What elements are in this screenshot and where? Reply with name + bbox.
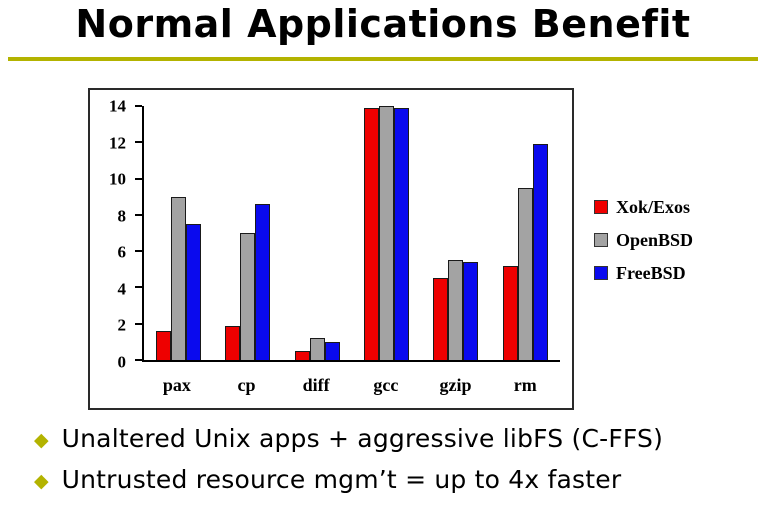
bar-cp-OpenBSD xyxy=(240,233,256,360)
bar-cp-Xok/Exos xyxy=(225,325,241,360)
bar-pax-Xok/Exos xyxy=(156,330,172,360)
legend-swatch-icon xyxy=(594,266,608,280)
plot-area xyxy=(135,105,560,362)
bullet-text: Untrusted resource mgm’t = up to 4x fast… xyxy=(61,465,622,494)
bar-gzip-OpenBSD xyxy=(448,260,464,360)
bar-rm-Xok/Exos xyxy=(502,265,518,360)
y-tick-label: 14 xyxy=(109,96,126,116)
bar-gcc-OpenBSD xyxy=(379,106,395,360)
y-tick-label: 4 xyxy=(117,279,127,299)
x-tick-label: rm xyxy=(513,375,537,395)
y-tick-mark xyxy=(135,177,142,180)
diamond-bullet-icon: ◆ xyxy=(34,429,49,451)
legend-label: FreeBSD xyxy=(616,263,686,283)
y-tick-mark xyxy=(135,250,142,253)
legend-item-FreeBSD: FreeBSD xyxy=(594,264,693,282)
bar-diff-OpenBSD xyxy=(309,338,325,360)
legend-item-OpenBSD: OpenBSD xyxy=(594,231,693,249)
x-tick-label: pax xyxy=(162,375,191,395)
bar-chart: 0 2 4 6 8 10 12 14 pax cp diff gcc gzip rm xyxy=(88,88,574,410)
y-tick-mark xyxy=(135,286,142,289)
bar-group-cp xyxy=(213,106,282,360)
bar-gzip-FreeBSD xyxy=(463,262,479,360)
legend-swatch-icon xyxy=(594,233,608,247)
bar-group-diff xyxy=(283,106,352,360)
x-axis-labels: pax cp diff gcc gzip rm xyxy=(142,375,560,396)
bar-group-rm xyxy=(491,106,560,360)
legend-label: Xok/Exos xyxy=(616,197,691,217)
x-tick-label: gcc xyxy=(373,375,399,395)
legend-label: OpenBSD xyxy=(616,230,694,250)
y-tick-label: 8 xyxy=(117,206,127,226)
x-tick-label: diff xyxy=(302,375,330,395)
legend-item-Xok/Exos: Xok/Exos xyxy=(594,198,693,216)
chart-legend: Xok/Exos OpenBSD FreeBSD xyxy=(594,198,693,282)
bar-rm-FreeBSD xyxy=(532,144,548,360)
bar-diff-FreeBSD xyxy=(324,341,340,360)
bar-gzip-Xok/Exos xyxy=(433,278,449,360)
y-tick-mark xyxy=(135,141,142,144)
diamond-bullet-icon: ◆ xyxy=(34,470,49,492)
bar-cp-FreeBSD xyxy=(255,203,271,360)
x-tick-label: cp xyxy=(237,375,256,395)
bar-group-gcc xyxy=(352,106,421,360)
bar-diff-Xok/Exos xyxy=(294,350,310,360)
title-underline xyxy=(8,57,758,61)
y-tick-label: 10 xyxy=(109,169,126,189)
legend-swatch-icon xyxy=(594,200,608,214)
bar-gcc-FreeBSD xyxy=(394,107,410,360)
y-tick-label: 0 xyxy=(117,352,127,372)
x-tick-label: gzip xyxy=(439,375,472,395)
y-tick-label: 12 xyxy=(109,133,126,153)
bar-pax-OpenBSD xyxy=(171,196,187,360)
bar-rm-OpenBSD xyxy=(517,187,533,360)
bullet-item: ◆ Untrusted resource mgm’t = up to 4x fa… xyxy=(34,465,754,494)
bar-group-pax xyxy=(144,106,213,360)
bullet-item: ◆ Unaltered Unix apps + aggressive libFS… xyxy=(34,424,754,453)
bullet-list: ◆ Unaltered Unix apps + aggressive libFS… xyxy=(34,424,754,494)
y-tick-mark xyxy=(135,359,142,361)
y-tick-label: 2 xyxy=(117,315,127,335)
bullet-text: Unaltered Unix apps + aggressive libFS (… xyxy=(61,424,664,453)
bar-pax-FreeBSD xyxy=(186,223,202,360)
y-tick-mark xyxy=(135,105,142,107)
slide-title: Normal Applications Benefit xyxy=(75,2,691,46)
y-tick-mark xyxy=(135,213,142,216)
y-axis: 0 2 4 6 8 10 12 14 xyxy=(90,98,136,371)
y-tick-mark xyxy=(135,322,142,325)
y-tick-label: 6 xyxy=(117,242,127,262)
bar-group-gzip xyxy=(421,106,490,360)
bar-gcc-Xok/Exos xyxy=(364,107,380,360)
